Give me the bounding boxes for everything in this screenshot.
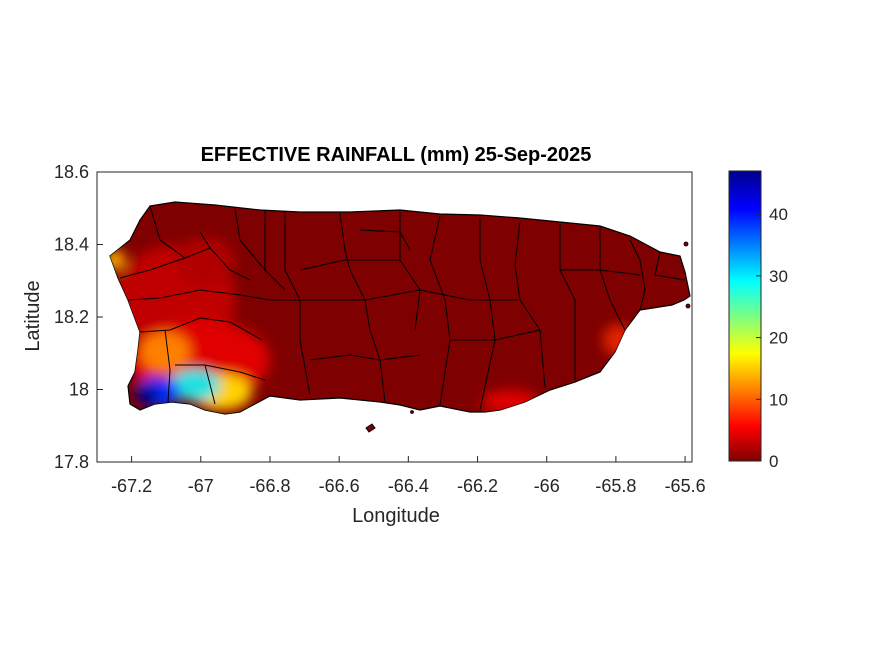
islet-east-2 [685,303,691,309]
hotspot-northwest-red [175,237,235,287]
colorbar [728,170,762,462]
islet-south-1 [410,410,414,414]
colorbar-tick-label: 20 [769,329,788,348]
y-tick-label: 18.2 [54,307,89,327]
hotspot-southwest-darkblue [136,385,160,405]
caja-de-muertos-island [365,423,376,433]
y-tick-label: 18.4 [54,235,89,255]
x-tick-label: -65.6 [665,476,706,496]
x-tick-label: -66.4 [388,476,429,496]
x-tick-label: -66.6 [319,476,360,496]
x-tick-label: -67 [188,476,214,496]
y-axis-ticks: 18.6 18.4 18.2 18 17.8 [54,162,103,472]
x-axis-title: Longitude [352,505,440,527]
hotspot-southwest-orange [140,332,190,372]
colorbar-tick-label: 30 [769,267,788,286]
x-tick-label: -67.2 [111,476,152,496]
x-axis-ticks: -67.2 -67 -66.8 -66.6 -66.4 -66.2 -66 -65.8 -65.… [111,456,706,496]
y-axis-title: Latitude [22,280,44,351]
plot-title: EFFECTIVE RAINFALL (mm) 25-Sep-2025 [201,144,592,166]
hotspot-southwest-cyan [170,369,220,401]
colorbar-tick-label: 40 [769,205,788,224]
y-tick-label: 17.8 [54,452,89,472]
y-tick-label: 18.6 [54,162,89,182]
x-tick-label: -66 [534,476,560,496]
islet-east-1 [683,241,689,247]
y-tick-label: 18 [69,380,89,400]
x-tick-label: -66.8 [249,476,290,496]
colorbar-tick-label: 10 [769,390,788,409]
colorbar-ticks: 40 30 20 10 0 [756,205,788,471]
municipality-boundaries [119,205,686,411]
hotspot-northwest-tip [110,250,125,270]
x-tick-label: -65.8 [595,476,636,496]
x-tick-label: -66.2 [457,476,498,496]
colorbar-tick-label: 0 [769,452,778,471]
